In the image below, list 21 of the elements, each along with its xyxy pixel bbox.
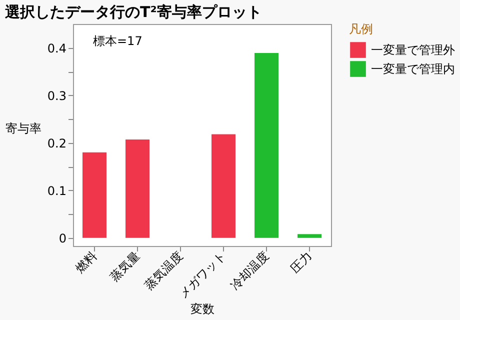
y-axis-title: 寄与率 bbox=[6, 122, 42, 136]
legend-label: 一変量で管理内 bbox=[371, 62, 455, 76]
x-tick-label: 圧力 bbox=[288, 248, 314, 276]
y-tick-label: 0.1 bbox=[47, 184, 66, 198]
chart-title: 選択したデータ行のT²寄与率プロット bbox=[4, 3, 262, 21]
annotation: 標本=17 bbox=[93, 34, 142, 48]
bar bbox=[212, 134, 236, 238]
bar bbox=[126, 140, 150, 238]
y-tick-label: 0.2 bbox=[47, 136, 66, 150]
legend-title: 凡例 bbox=[349, 22, 373, 36]
x-tick-label: 冷却温度 bbox=[228, 248, 272, 292]
y-tick-label: 0 bbox=[58, 231, 66, 246]
bar bbox=[298, 234, 322, 238]
x-axis-title: 変数 bbox=[190, 302, 214, 316]
bar bbox=[82, 152, 106, 238]
legend-label: 一変量で管理外 bbox=[371, 43, 455, 57]
y-tick-label: 0.4 bbox=[47, 41, 66, 56]
x-tick-label: 蒸気量 bbox=[107, 248, 142, 284]
bar bbox=[254, 53, 278, 238]
x-tick-label: 燃料 bbox=[72, 248, 100, 276]
y-tick-label: 0.3 bbox=[47, 88, 66, 103]
